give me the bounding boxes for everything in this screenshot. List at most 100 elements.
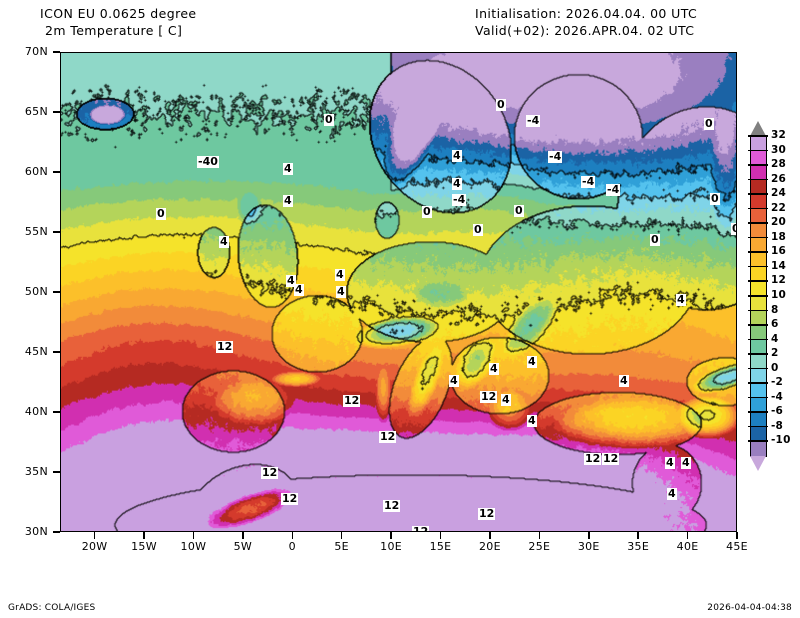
latitude-label: 40N bbox=[24, 405, 48, 418]
contour-label: -4 bbox=[581, 175, 596, 188]
contour-label: 4 bbox=[336, 285, 346, 298]
colorbar-segment bbox=[751, 136, 766, 151]
colorbar-tick bbox=[748, 367, 768, 370]
colorbar-tick-label: 10 bbox=[771, 289, 787, 301]
colorbar-tick-label: -10 bbox=[771, 434, 791, 447]
colorbar-tick bbox=[748, 251, 768, 253]
colorbar-tick-label: 18 bbox=[771, 230, 787, 243]
contour-label: 4 bbox=[335, 268, 345, 281]
colorbar-tick-label: 26 bbox=[771, 172, 787, 185]
colorbar-segment bbox=[751, 266, 766, 282]
latitude-label: 55N bbox=[24, 225, 48, 238]
colorbar-tick-label: 8 bbox=[771, 303, 779, 316]
colorbar-tick bbox=[748, 382, 768, 384]
map-plot-area: 00-4-40-40-4-4044-400-400004440444412124… bbox=[60, 52, 737, 532]
contour-label: 4 bbox=[527, 414, 537, 427]
longitude-label: 0 bbox=[288, 540, 296, 553]
contour-label: 0 bbox=[324, 113, 334, 126]
latitude-tick bbox=[53, 531, 60, 533]
contour-label: 0 bbox=[731, 223, 736, 235]
colorbar-tick bbox=[748, 207, 768, 210]
colorbar-tick bbox=[748, 411, 768, 413]
colorbar-segment bbox=[751, 281, 766, 296]
contour-label: 4 bbox=[681, 456, 691, 469]
contour-label: 4 bbox=[219, 235, 229, 248]
colorbar-tick-label: 12 bbox=[771, 274, 787, 287]
latitude-label: 50N bbox=[24, 285, 48, 298]
contour-label: 4 bbox=[676, 293, 686, 306]
contour-label: 4 bbox=[452, 177, 462, 190]
colorbar-tick bbox=[748, 309, 768, 312]
contour-label: -40 bbox=[197, 155, 219, 168]
footer-credit: GrADS: COLA/IGES bbox=[8, 603, 96, 613]
contour-label: 0 bbox=[473, 223, 483, 236]
colorbar-tick bbox=[748, 149, 768, 152]
colorbar-tick-label: -4 bbox=[771, 390, 784, 403]
colorbar-segment bbox=[751, 397, 766, 413]
contour-label: 12 bbox=[602, 452, 620, 465]
contour-label: 12 bbox=[480, 390, 498, 403]
colorbar-tick-label: 28 bbox=[771, 158, 787, 171]
longitude-label: 20E bbox=[478, 540, 501, 553]
contour-label: 12 bbox=[412, 526, 430, 531]
colorbar-segment bbox=[751, 412, 766, 427]
contour-label: 4 bbox=[283, 162, 293, 175]
footer-timestamp: 2026-04-04-04:38 bbox=[707, 603, 792, 613]
colorbar-tick bbox=[748, 135, 768, 137]
colorbar-segment bbox=[751, 354, 766, 369]
colorbar-tick-label: 6 bbox=[771, 318, 779, 331]
contour-label: 0 bbox=[156, 207, 166, 220]
longitude-label: 5E bbox=[334, 540, 349, 553]
latitude-tick bbox=[53, 231, 60, 233]
colorbar-segment bbox=[751, 237, 766, 253]
contour-label: 4 bbox=[619, 374, 629, 387]
contour-label: 0 bbox=[704, 117, 714, 130]
colorbar-segment bbox=[751, 339, 766, 355]
contour-label: -4 bbox=[606, 183, 621, 196]
colorbar-segment bbox=[751, 208, 766, 224]
longitude-label: 10E bbox=[380, 540, 402, 553]
longitude-tick bbox=[390, 532, 392, 539]
colorbar-segment bbox=[751, 223, 766, 238]
latitude-tick bbox=[53, 351, 60, 353]
longitude-tick bbox=[538, 532, 541, 539]
contour-label: 4 bbox=[449, 374, 459, 387]
longitude-tick bbox=[439, 532, 442, 539]
contour-label: 12 bbox=[261, 466, 279, 479]
colorbar-segment bbox=[751, 441, 766, 456]
temperature-field-canvas bbox=[61, 53, 736, 531]
colorbar-segment bbox=[751, 252, 766, 267]
longitude-tick bbox=[686, 532, 689, 539]
valid-time: Valid(+02): 2026.APR.04. 02 UTC bbox=[475, 23, 695, 38]
colorbar-tick-label: 4 bbox=[771, 332, 779, 345]
colorbar-segment bbox=[751, 325, 766, 340]
colorbar-segment bbox=[751, 426, 766, 442]
colorbar-tick bbox=[748, 396, 768, 399]
latitude-tick bbox=[53, 291, 60, 293]
longitude-label: 40E bbox=[676, 540, 699, 553]
contour-label: 0 bbox=[650, 233, 660, 246]
longitude-tick bbox=[242, 532, 244, 539]
longitude-tick bbox=[291, 532, 293, 539]
colorbar-tick-label: 2 bbox=[771, 347, 779, 360]
contour-label: 12 bbox=[216, 340, 234, 353]
contour-label: -4 bbox=[526, 114, 541, 127]
model-title: ICON EU 0.0625 degree bbox=[40, 6, 197, 21]
contour-label: 0 bbox=[422, 205, 432, 218]
longitude-tick bbox=[489, 532, 491, 539]
latitude-tick bbox=[53, 171, 60, 173]
colorbar-tick-label: 20 bbox=[771, 216, 787, 229]
contour-label: 12 bbox=[584, 452, 602, 465]
latitude-label: 45N bbox=[24, 345, 48, 358]
colorbar-tick bbox=[748, 425, 768, 428]
colorbar-segment bbox=[751, 383, 766, 398]
colorbar-tick bbox=[748, 280, 768, 282]
longitude-label: 35E bbox=[627, 540, 650, 553]
colorbar-segment bbox=[751, 150, 766, 166]
longitude-label: 5W bbox=[233, 540, 253, 553]
contour-label: 12 bbox=[343, 394, 361, 407]
contour-label: 0 bbox=[514, 204, 524, 217]
latitude-label: 70N bbox=[24, 45, 48, 58]
colorbar-over-arrow bbox=[750, 121, 766, 136]
contour-label: -4 bbox=[452, 193, 467, 206]
